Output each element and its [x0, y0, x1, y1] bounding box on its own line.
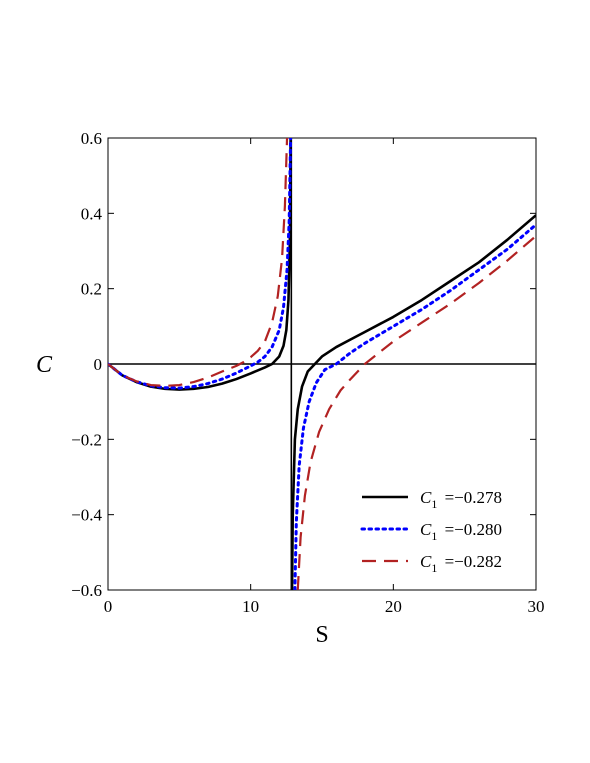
x-tick-label: 30: [528, 597, 545, 616]
series-layer: [108, 138, 536, 590]
series-1-branch-2: [290, 214, 536, 590]
series-2-branch-1: [108, 138, 293, 390]
x-tick-label: 20: [385, 597, 402, 616]
y-tick-label: 0.4: [81, 204, 103, 223]
series-3: [108, 138, 536, 590]
legend: C1 =−0.278 C1 =−0.280 C1 =−0.282: [360, 488, 502, 575]
y-tick-label: −0.6: [71, 581, 102, 600]
x-axis-title: S: [315, 622, 328, 648]
y-tick-label: −0.4: [71, 506, 102, 525]
x-tick-label: 10: [242, 597, 259, 616]
y-ticks: 0.6 0.4 0.2 0 −0.2 −0.4 −0.6: [71, 129, 536, 600]
x-tick-label: 0: [104, 597, 113, 616]
y-tick-label: 0: [94, 355, 103, 374]
series-1-branch-1: [108, 138, 292, 391]
y-tick-label: −0.2: [71, 430, 102, 449]
series-3-branch-2: [296, 235, 536, 590]
legend-label-2: C1 =−0.280: [420, 520, 502, 543]
x-ticks: 0 10 20 30: [104, 138, 545, 616]
y-tick-label: 0.6: [81, 129, 102, 148]
y-axis-title: C: [36, 352, 53, 378]
series-2-branch-2: [293, 223, 536, 590]
legend-label-3: C1 =−0.282: [420, 552, 502, 575]
y-tick-label: 0.2: [81, 280, 102, 299]
series-3-branch-1: [108, 138, 289, 387]
legend-label-1: C1 =−0.278: [420, 488, 502, 511]
